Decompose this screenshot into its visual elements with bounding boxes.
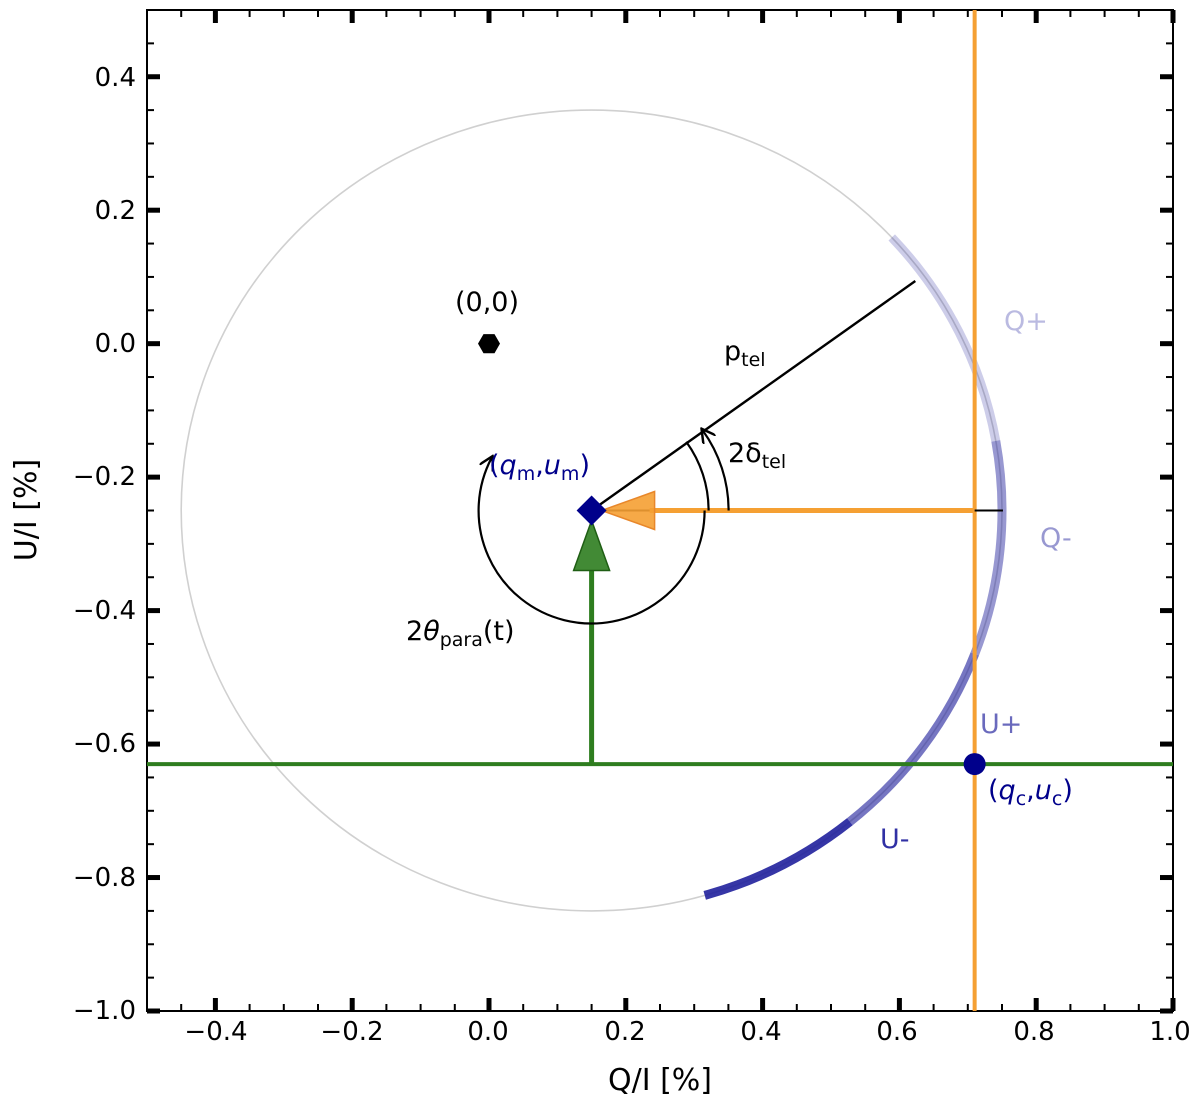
x-tick-label: −0.2 — [320, 1017, 383, 1047]
measured-label-q-sub: m — [517, 463, 536, 485]
p-tel-label: ptel — [724, 336, 766, 371]
y-tick-label: 0.2 — [95, 196, 136, 226]
axis-ticks — [146, 9, 1176, 1014]
measured-point — [576, 495, 607, 526]
measured-label-close: ) — [579, 450, 590, 481]
x-tick-label: 0.8 — [1013, 1017, 1054, 1047]
y-tick-label: −0.2 — [73, 462, 136, 492]
green-arrow-head — [572, 518, 611, 572]
y-tick-label: 0.0 — [95, 329, 136, 359]
plot-area — [147, 10, 1173, 1011]
stokes-arc-U-minus — [703, 818, 853, 900]
theta-para-label: 2θpara(t) — [406, 616, 515, 651]
measured-label-comma: , — [535, 450, 544, 481]
x-tick-label: 0.0 — [467, 1017, 508, 1047]
arc-label-q-plus: Q+ — [1004, 306, 1048, 337]
origin-marker — [478, 334, 500, 354]
y-axis-label: U/I [%] — [9, 459, 44, 561]
theta-para-label-post: (t) — [483, 616, 515, 647]
annotations: (0,0) ptel 2δtel (qm,um) 2θpara(t) (qc,u… — [406, 287, 1073, 855]
stokes-arc-U-minusplus — [847, 652, 979, 826]
y-tick-label: 0.4 — [95, 63, 136, 93]
delta-tel-label-sub: tel — [762, 451, 786, 473]
y-tick-labels: 0.4 0.2 0.0 −0.2 −0.4 −0.6 −0.8 −1.0 — [73, 63, 136, 1026]
origin-label: (0,0) — [455, 287, 519, 318]
arc-label-u-minus: U- — [880, 824, 910, 855]
y-tick-label: −0.8 — [73, 863, 136, 893]
p-tel-label-sub: tel — [741, 349, 765, 371]
y-tick-label: −1.0 — [73, 996, 136, 1026]
measured-label-u-sub: m — [561, 463, 580, 485]
measured-label-u: u — [544, 450, 561, 481]
x-tick-label: 0.4 — [740, 1017, 781, 1047]
theta-para-label-sub: para — [440, 629, 483, 651]
theta-para-label-pre: 2 — [406, 616, 423, 647]
p-tel-line — [590, 280, 917, 512]
stokes-arc-Q-minus — [970, 440, 1007, 656]
arc-label-q-minus: Q- — [1040, 523, 1072, 554]
p-tel-label-main: p — [724, 336, 741, 367]
x-tick-labels: −0.4 −0.2 0.0 0.2 0.4 0.6 0.8 1.0 — [184, 1017, 1190, 1047]
corrected-label-open: ( — [988, 775, 999, 806]
x-tick-label: 0.2 — [604, 1017, 645, 1047]
delta-tel-inner-arc — [685, 441, 710, 511]
x-tick-label: 1.0 — [1149, 1017, 1190, 1047]
y-tick-label: −0.4 — [73, 596, 136, 626]
y-tick-label: −0.6 — [73, 729, 136, 759]
theta-para-arc — [477, 457, 706, 625]
corrected-label-close: ) — [1062, 775, 1073, 806]
corrected-label-u: u — [1035, 775, 1052, 806]
stokes-arc-Q-minusplus — [888, 234, 1001, 442]
delta-tel-arc — [702, 430, 730, 511]
delta-tel-label-main: 2δ — [728, 438, 762, 469]
corrected-label-q-sub: c — [1016, 788, 1026, 810]
x-axis-label: Q/I [%] — [608, 1063, 712, 1098]
theta-para-label-theta: θ — [423, 616, 440, 647]
x-tick-label: −0.4 — [184, 1017, 247, 1047]
delta-tel-label: 2δtel — [728, 438, 786, 473]
measured-label-open: ( — [489, 450, 500, 481]
corrected-label: (qc,uc) — [988, 775, 1073, 810]
corrected-label-u-sub: c — [1052, 788, 1062, 810]
arc-label-u-plus: U+ — [980, 709, 1022, 740]
measured-label: (qm,um) — [489, 450, 590, 485]
x-tick-label: 0.6 — [876, 1017, 917, 1047]
corrected-point — [963, 753, 986, 776]
measured-label-q: q — [500, 450, 517, 481]
orange-arrow-head — [599, 490, 656, 531]
corrected-label-comma: , — [1026, 775, 1035, 806]
corrected-label-q: q — [999, 775, 1016, 806]
